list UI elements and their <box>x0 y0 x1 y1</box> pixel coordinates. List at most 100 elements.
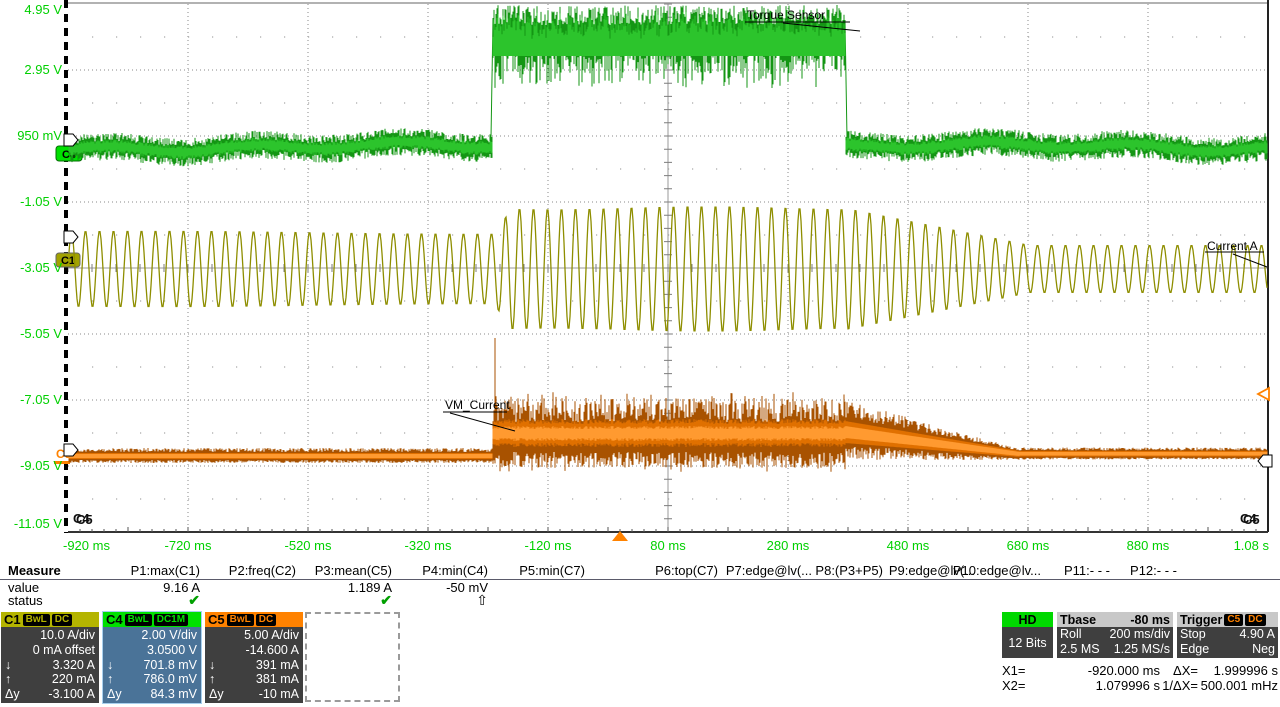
timebase-box[interactable]: Tbase -80 ms Roll 200 ms/div 2.5 MS 1.25 M… <box>1057 612 1173 658</box>
channel-info-row: Δy -3.100 A <box>5 687 95 702</box>
measure-param-header[interactable]: P9:edge@lv(... <box>888 563 975 578</box>
measure-title: Measure <box>8 563 61 578</box>
measure-param-header[interactable]: P5:min(C7) <box>519 563 585 578</box>
timebase-sample-rate: 1.25 MS/s <box>1113 642 1170 656</box>
hd-bits: 12 Bits <box>1008 635 1047 650</box>
channel-box-c4[interactable]: C4 BwL DC1M 2.00 V/div 3.0500 V ↓ 701.8 mV ↑ 786… <box>102 611 202 704</box>
waveform-display: C4 C1 C5 Torque Sensor Current A VM_Current C4… <box>14 0 1273 553</box>
svg-text:C5: C5 <box>76 512 93 527</box>
timebase-scale: 200 ms/div <box>1109 627 1170 641</box>
y-axis-label: -9.05 V <box>20 458 62 473</box>
channel-box-c1[interactable]: C1 BwL DC 10.0 A/div 0 mA offset ↓ 3.320 A ↑ 220… <box>1 612 99 703</box>
channel-dc1m-badge: DC1M <box>153 613 189 626</box>
channel-info-row: Δy -10 mA <box>209 687 299 702</box>
y-axis-label: -5.05 V <box>20 326 62 341</box>
channel-id-label: C5 <box>208 612 225 627</box>
measure-param-value: 9.16 A <box>163 580 200 595</box>
x-axis-label: 1.08 s <box>1234 538 1270 553</box>
c1-annotation: Current A <box>1207 239 1258 253</box>
measure-param-value: 1.189 A <box>347 580 392 595</box>
trigger-title: Trigger <box>1180 612 1223 627</box>
measure-param-value: -50 mV <box>446 580 488 595</box>
svg-text:C4: C4 <box>1240 511 1257 526</box>
c1-current-trace <box>68 206 1268 332</box>
measure-param-header[interactable]: P8:(P3+P5) <box>815 563 883 578</box>
measure-param-header[interactable]: P1:max(C1) <box>130 563 200 578</box>
x-axis-label: 480 ms <box>887 538 930 553</box>
channel-info-row: 2.00 V/div <box>141 628 197 642</box>
graticule <box>64 0 1269 533</box>
y-axis-labels: 4.95 V 2.95 V 950 mV -1.05 V -3.05 V -5.05 V -… <box>14 2 63 531</box>
cursor-dx-value: 1.999996 s <box>1213 663 1278 678</box>
timebase-title: Tbase <box>1060 612 1097 627</box>
timebase-mode: Roll <box>1060 627 1082 641</box>
c4-annotation: Torque Sensor <box>747 8 825 22</box>
x-axis-label: 880 ms <box>1127 538 1170 553</box>
trigger-time-marker[interactable] <box>612 531 628 541</box>
measure-param-header[interactable]: P3:mean(C5) <box>314 563 392 578</box>
trigger-coupling-badge: DC <box>1245 613 1266 626</box>
channel-id-label: C4 <box>106 612 123 627</box>
x-axis-label: -320 ms <box>405 538 452 553</box>
measure-param-header[interactable]: P11:- - - <box>1064 563 1110 578</box>
channel-info-row: ↑ 786.0 mV <box>107 672 197 687</box>
channel-info-row: ↑ 381 mA <box>209 672 299 687</box>
channel-bwl-badge: BwL <box>22 613 50 626</box>
measure-param-header[interactable]: P2:freq(C2) <box>228 563 296 578</box>
channel-info-row: ↓ 391 mA <box>209 657 299 672</box>
trigger-type: Edge <box>1180 642 1210 656</box>
svg-text:C4: C4 <box>73 511 90 526</box>
bottom-status-bar: C1 BwL DC 10.0 A/div 0 mA offset ↓ 3.320 A ↑ 220… <box>0 610 1280 707</box>
measure-param-header[interactable]: P12:- - - <box>1130 563 1177 578</box>
trigger-box[interactable]: Trigger C5 DC Stop 4.90 A Edge Neg <box>1177 612 1278 658</box>
hd-mode-box[interactable]: HD 12 Bits <box>1002 612 1053 658</box>
hd-title: HD <box>1018 612 1037 627</box>
channel-info-row: 5.00 A/div <box>244 628 299 642</box>
x-axis-labels: -920 ms -720 ms -520 ms -320 ms -120 ms 80 ms… <box>63 538 1269 553</box>
channel-info-row: 10.0 A/div <box>40 628 95 642</box>
timebase-offset: -80 ms <box>1130 612 1170 627</box>
channel-info-row: ↑ 220 mA <box>5 672 95 687</box>
measure-param-header[interactable]: P4:min(C4) <box>422 563 488 578</box>
channel-id-label: C1 <box>4 612 21 627</box>
timebase-record-length: 2.5 MS <box>1060 642 1100 656</box>
c5-vm-current-trace <box>68 338 1268 472</box>
trigger-source-badge: C5 <box>1224 613 1244 626</box>
channel-box-c5[interactable]: C5 BwL DC 5.00 A/div -14.600 A ↓ 391 mA ↑ 381 mA… <box>205 612 303 703</box>
c4-torque-trace <box>68 5 1268 167</box>
channel-info-row: 3.0500 V <box>146 642 197 657</box>
empty-channel-slot[interactable] <box>305 612 400 702</box>
cursor-invdx-value: 500.001 mHz <box>1200 678 1278 693</box>
x-axis-label: -120 ms <box>525 538 572 553</box>
measure-status-check-icon: ✔ <box>380 592 392 608</box>
channel-info-row: ↓ 701.8 mV <box>107 657 197 672</box>
channel-dc-badge: DC <box>255 613 277 626</box>
y-axis-label: -1.05 V <box>20 194 62 209</box>
channel-info-row: ↓ 3.320 A <box>5 657 95 672</box>
y-axis-label: 950 mV <box>17 128 62 143</box>
cursor-x2-value: 1.079996 s <box>1095 678 1160 693</box>
measure-param-header[interactable]: P6:top(C7) <box>655 563 718 578</box>
cursor-x2-label: X2= <box>1002 678 1026 693</box>
cursor-dx-label: ΔX= <box>1173 663 1198 678</box>
channel-bwl-badge: BwL <box>124 613 152 626</box>
measure-status-overflow-icon: ⇧ <box>476 592 488 608</box>
measure-status-check-icon: ✔ <box>188 592 200 608</box>
measure-status-label: status <box>8 593 43 608</box>
trace-annotations: Torque Sensor Current A VM_Current <box>443 8 1268 432</box>
x-axis-label: -520 ms <box>285 538 332 553</box>
c5-right-zero-arrow <box>1257 454 1273 468</box>
measure-table: Measure value status P1:max(C1) 9.16 A ✔ P2… <box>0 563 1280 609</box>
channel-zero-arrows[interactable] <box>63 133 1273 468</box>
cursor-x1-label: X1= <box>1002 663 1026 678</box>
channel-info-row: 0 mA offset <box>32 642 95 657</box>
y-axis-label: -7.05 V <box>20 392 62 407</box>
x-axis-label: 80 ms <box>650 538 686 553</box>
trigger-level-marker[interactable] <box>1256 386 1270 402</box>
measure-param-header[interactable]: P7:edge@lv(... <box>725 563 812 578</box>
measure-param-header[interactable]: P10:edge@lv... <box>952 563 1041 578</box>
measure-header-underline <box>0 579 1280 580</box>
channel-dc-badge: DC <box>51 613 73 626</box>
